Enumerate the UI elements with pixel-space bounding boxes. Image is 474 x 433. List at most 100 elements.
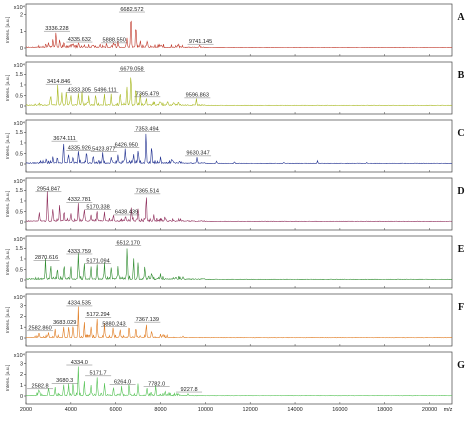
- peak-label: 4335.632: [68, 37, 91, 43]
- x-tick-label: 2000: [20, 407, 32, 413]
- peak-label: 6682.572: [120, 7, 143, 13]
- y-tick-label: 0.5: [15, 151, 23, 157]
- x-tick-label: 12000: [243, 407, 258, 413]
- y-exponent: x10⁴: [14, 120, 26, 127]
- y-exponent: x10⁴: [14, 178, 26, 185]
- peak-label: 5171.7: [90, 371, 107, 377]
- peak-label: 7365.514: [136, 189, 159, 195]
- y-tick-label: 0.5: [15, 209, 23, 215]
- peak-label: 2870.616: [35, 255, 58, 261]
- y-tick-label: 0: [20, 220, 23, 226]
- y-axis-label: Intens. [a.u.]: [5, 307, 11, 333]
- peak-label: 5496.111: [94, 87, 117, 93]
- x-tick-label: 10000: [198, 407, 213, 413]
- peak-label: 4333.305: [68, 87, 91, 93]
- peak-label: 4334.535: [68, 301, 91, 307]
- peak-label: 7365.479: [136, 92, 159, 98]
- peak-label: 2582.860: [28, 326, 51, 332]
- y-tick-label: 0.5: [15, 93, 23, 99]
- peak-label: 7367.139: [136, 317, 159, 323]
- y-axis-label: Intens. [a.u.]: [5, 133, 11, 159]
- y-tick-label: 1.5: [15, 246, 23, 252]
- y-axis-label: Intens. [a.u.]: [5, 365, 11, 391]
- spectrum-line: [25, 77, 453, 107]
- peak-label: 3414.846: [47, 79, 70, 85]
- y-tick-label: 0: [20, 162, 23, 168]
- peak-label: 2954.847: [37, 187, 60, 193]
- peak-label: 5172.294: [86, 312, 109, 318]
- panel-frame: [25, 293, 453, 347]
- panel-frame: [25, 351, 453, 405]
- y-axis-label: Intens. [a.u.]: [5, 249, 11, 275]
- peak-label: 7353.494: [135, 126, 158, 132]
- y-tick-label: 1: [20, 83, 23, 89]
- panel-letter: C: [457, 128, 464, 139]
- y-tick-label: 1: [20, 383, 23, 389]
- y-tick-label: 0: [20, 104, 23, 110]
- y-tick-label: 1: [20, 199, 23, 205]
- peak-label: 6679.058: [120, 66, 143, 72]
- x-tick-label: 8000: [154, 407, 166, 413]
- y-tick-label: 1: [20, 29, 23, 35]
- y-exponent: x10⁴: [14, 236, 26, 243]
- spectrum-line: [25, 366, 453, 397]
- y-tick-label: 2: [20, 372, 23, 378]
- peak-label: 6438.439: [115, 210, 138, 216]
- peak-label: 2582.8: [32, 384, 49, 390]
- panel-letter: B: [458, 70, 465, 81]
- y-tick-label: 0: [20, 278, 23, 284]
- x-tick-label: 6000: [110, 407, 122, 413]
- y-tick-label: 2: [20, 12, 23, 18]
- spectrum-line: [25, 20, 453, 49]
- peak-label: 5888.550: [103, 38, 126, 44]
- peak-label: 4333.759: [68, 249, 91, 255]
- peak-label: 3683.029: [53, 320, 76, 326]
- y-tick-label: 0: [20, 394, 23, 400]
- x-tick-label: 18000: [377, 407, 392, 413]
- y-axis-label: Intens. [a.u.]: [5, 17, 11, 43]
- peak-label: 5170.338: [86, 204, 109, 210]
- y-tick-label: 2: [20, 314, 23, 320]
- y-tick-label: 3: [20, 361, 23, 367]
- peak-label: 6264.0: [114, 379, 131, 385]
- peak-label: 9741.145: [189, 39, 212, 45]
- peak-label: 3336.228: [45, 26, 68, 32]
- spectrum-line: [25, 248, 453, 281]
- panel-frame: [25, 235, 453, 289]
- panel-frame: [25, 119, 453, 173]
- y-tick-label: 1: [20, 257, 23, 263]
- panel-letter: D: [457, 186, 464, 197]
- panel-frame: [25, 61, 453, 115]
- peak-label: 3680.3: [56, 378, 73, 384]
- peak-label: 6426.950: [115, 142, 138, 148]
- y-exponent: x10⁴: [14, 4, 26, 11]
- y-tick-label: 1.5: [15, 72, 23, 78]
- peak-label: 4335.926: [68, 145, 91, 151]
- spectrum-line: [25, 306, 453, 339]
- y-tick-label: 1: [20, 325, 23, 331]
- panel-letter: F: [458, 302, 464, 313]
- peak-label: 4332.781: [68, 197, 91, 203]
- y-tick-label: 0: [20, 46, 23, 52]
- x-tick-label: 16000: [332, 407, 347, 413]
- panel-letter: G: [457, 360, 465, 371]
- y-axis-label: Intens. [a.u.]: [5, 75, 11, 101]
- y-exponent: x10⁴: [14, 352, 26, 359]
- x-tick-label: 14000: [287, 407, 302, 413]
- peak-label: 5880.243: [102, 321, 125, 327]
- panel-frame: [25, 177, 453, 231]
- y-exponent: x10⁴: [14, 294, 26, 301]
- x-unit-label: m/z: [444, 407, 453, 413]
- panel-letter: E: [458, 244, 465, 255]
- y-axis-label: Intens. [a.u.]: [5, 191, 11, 217]
- y-tick-label: 1: [20, 141, 23, 147]
- peak-label: 4334.0: [71, 360, 88, 366]
